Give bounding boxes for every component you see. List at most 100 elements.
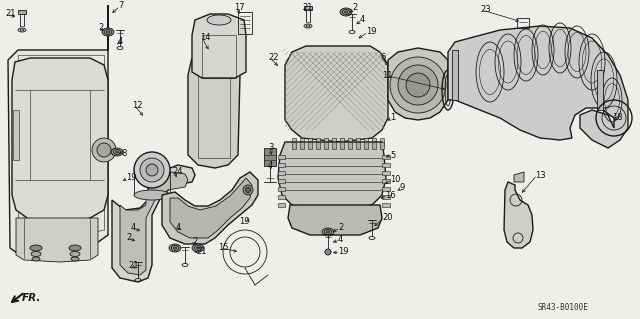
Polygon shape [382, 195, 390, 199]
Circle shape [246, 188, 250, 192]
Text: 4: 4 [131, 224, 136, 233]
Ellipse shape [104, 29, 111, 34]
Polygon shape [12, 58, 108, 222]
Bar [13, 110, 19, 160]
Text: 2: 2 [192, 238, 197, 247]
Circle shape [97, 143, 111, 157]
Polygon shape [340, 138, 344, 145]
Polygon shape [514, 172, 524, 182]
Ellipse shape [195, 246, 202, 250]
Polygon shape [348, 138, 352, 145]
Text: 9: 9 [400, 183, 405, 192]
Bar [264, 148, 276, 166]
Text: 13: 13 [535, 170, 546, 180]
Polygon shape [348, 142, 352, 149]
Text: 7: 7 [118, 2, 124, 11]
Text: 4: 4 [360, 16, 365, 25]
Text: 3: 3 [268, 144, 273, 152]
Text: 8: 8 [121, 149, 126, 158]
Text: 21: 21 [196, 248, 207, 256]
Polygon shape [8, 5, 108, 255]
Bar [597, 70, 603, 110]
Polygon shape [324, 142, 328, 149]
Ellipse shape [196, 247, 200, 249]
Polygon shape [278, 155, 285, 159]
Bar [304, 6, 312, 10]
Polygon shape [300, 138, 304, 145]
Text: 22: 22 [268, 54, 278, 63]
Polygon shape [162, 172, 258, 244]
Text: 21: 21 [302, 4, 312, 12]
Text: 4: 4 [338, 235, 343, 244]
Text: 18: 18 [612, 114, 623, 122]
Polygon shape [356, 138, 360, 145]
Polygon shape [278, 195, 285, 199]
Polygon shape [292, 138, 296, 145]
Ellipse shape [326, 231, 330, 233]
Circle shape [325, 249, 331, 255]
Ellipse shape [113, 150, 120, 154]
Polygon shape [278, 203, 285, 207]
Polygon shape [278, 187, 285, 191]
Text: 2: 2 [126, 234, 131, 242]
Polygon shape [120, 172, 188, 275]
Text: 24: 24 [172, 167, 182, 176]
Polygon shape [292, 142, 296, 149]
Ellipse shape [173, 247, 177, 249]
Text: 4: 4 [118, 38, 124, 47]
Polygon shape [278, 179, 285, 183]
Text: 5: 5 [390, 151, 396, 160]
Text: 14: 14 [200, 33, 211, 42]
Text: 10: 10 [390, 175, 401, 184]
Ellipse shape [324, 229, 332, 234]
Polygon shape [278, 142, 386, 210]
Polygon shape [316, 142, 320, 149]
Polygon shape [382, 171, 390, 175]
Polygon shape [192, 14, 246, 78]
Text: 19: 19 [126, 174, 136, 182]
Text: 23: 23 [480, 5, 491, 14]
Ellipse shape [207, 15, 231, 25]
Circle shape [140, 158, 164, 182]
Ellipse shape [169, 244, 181, 252]
Text: FR.: FR. [22, 293, 42, 303]
Polygon shape [372, 138, 376, 145]
Polygon shape [278, 163, 285, 167]
Text: SR43-B0100E: SR43-B0100E [538, 303, 589, 313]
Ellipse shape [31, 251, 41, 256]
Text: 1: 1 [390, 114, 396, 122]
Polygon shape [332, 138, 336, 145]
Ellipse shape [69, 245, 81, 251]
Text: 21: 21 [128, 261, 138, 270]
Polygon shape [364, 138, 368, 145]
Polygon shape [278, 171, 285, 175]
Text: 12: 12 [132, 100, 143, 109]
Text: 19: 19 [239, 218, 250, 226]
Polygon shape [448, 26, 628, 148]
Polygon shape [382, 155, 390, 159]
Circle shape [406, 73, 430, 97]
Circle shape [146, 164, 158, 176]
Ellipse shape [70, 251, 80, 256]
Polygon shape [112, 165, 195, 282]
Polygon shape [356, 142, 360, 149]
Circle shape [398, 65, 438, 105]
Ellipse shape [30, 245, 42, 251]
Polygon shape [308, 138, 312, 145]
Polygon shape [340, 142, 344, 149]
Circle shape [134, 152, 170, 188]
Polygon shape [188, 50, 240, 168]
Text: 19: 19 [366, 27, 376, 36]
Text: 21: 21 [5, 10, 15, 19]
Ellipse shape [172, 246, 179, 250]
Polygon shape [300, 142, 304, 149]
Polygon shape [316, 138, 320, 145]
Ellipse shape [111, 148, 123, 156]
Circle shape [243, 185, 253, 195]
Ellipse shape [344, 11, 348, 13]
Ellipse shape [106, 31, 109, 33]
Polygon shape [380, 142, 384, 149]
Text: 2: 2 [352, 4, 357, 12]
Polygon shape [170, 178, 252, 238]
Text: 6: 6 [380, 54, 385, 63]
